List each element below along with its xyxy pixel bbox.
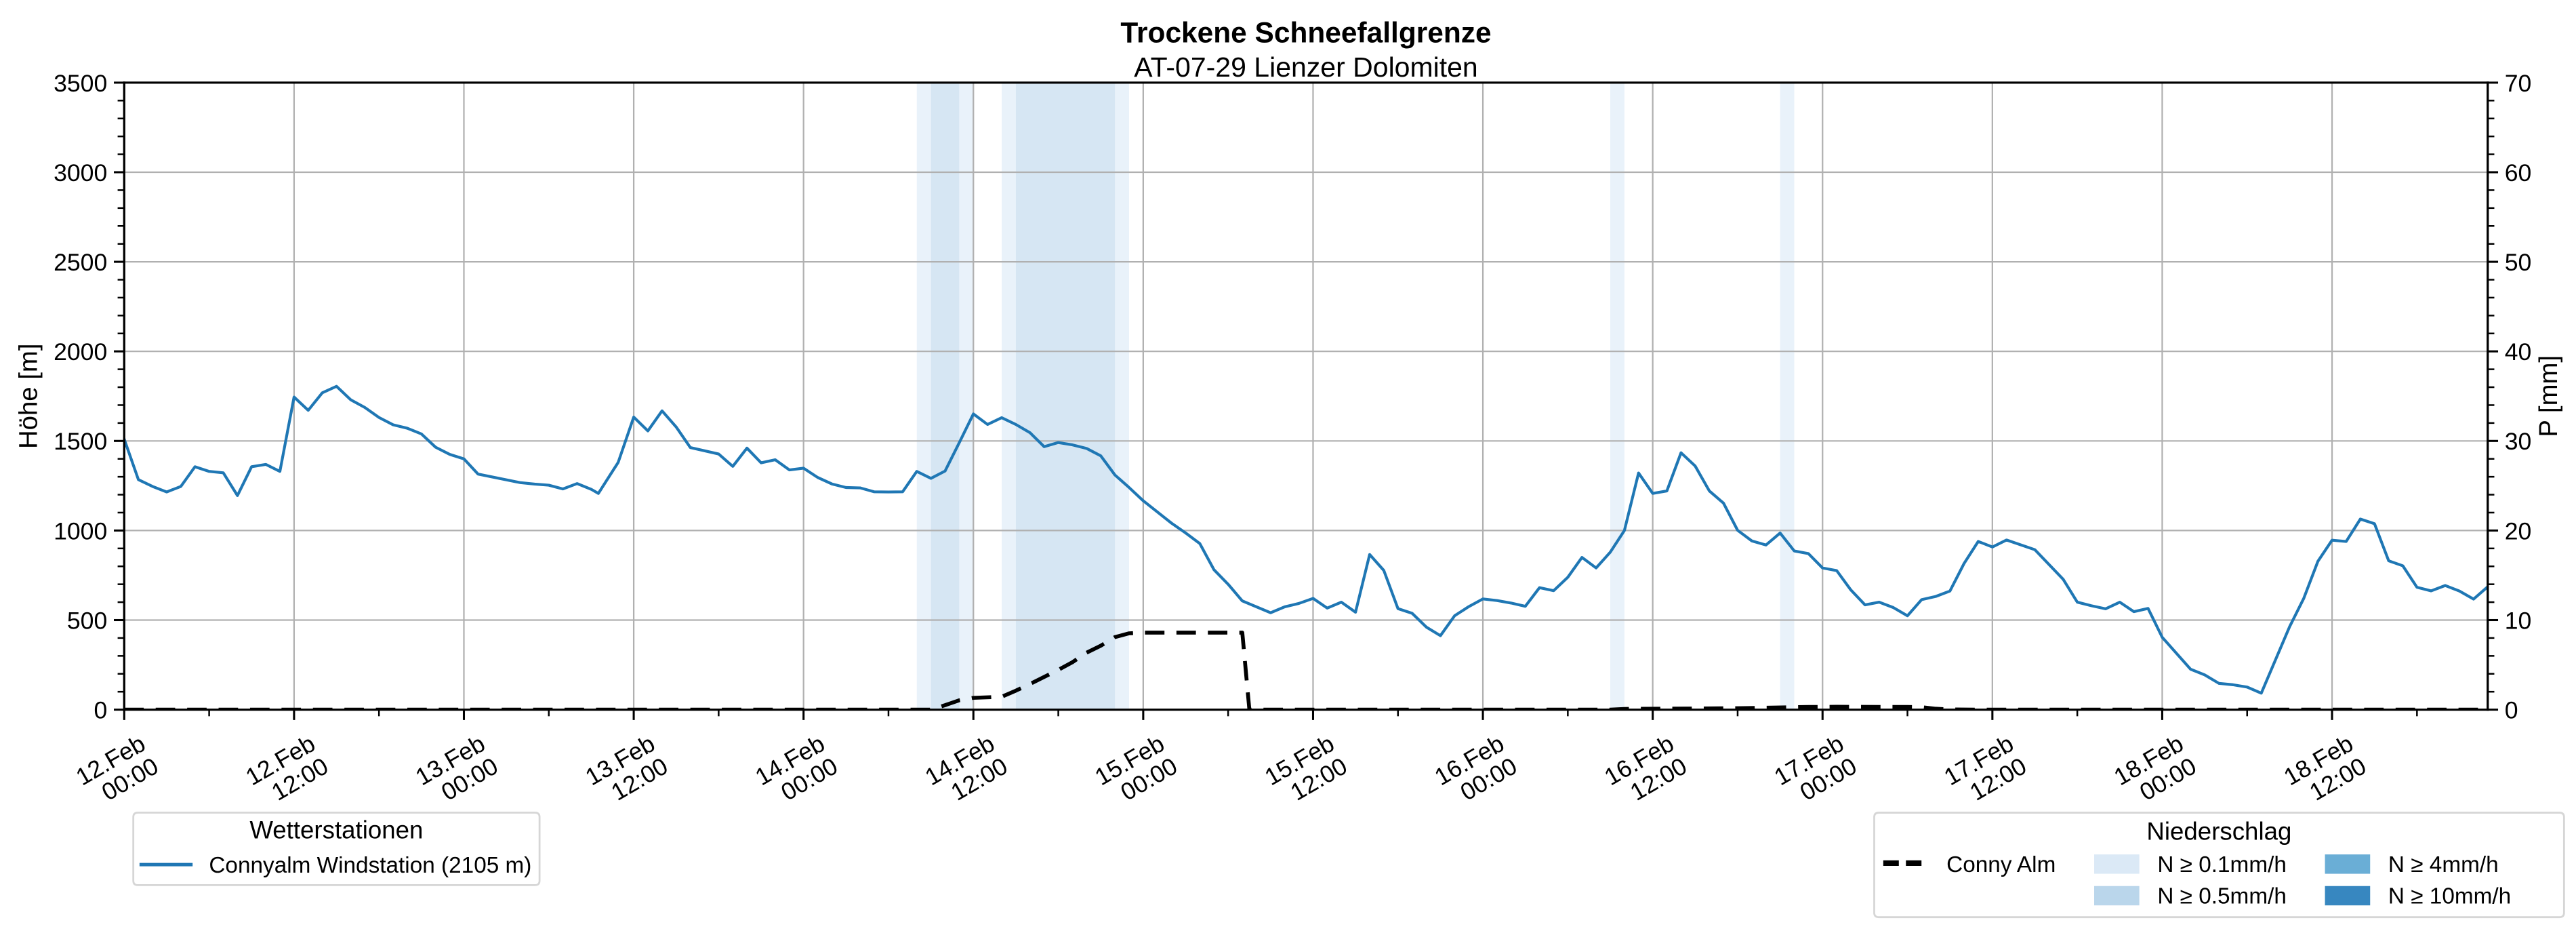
svg-text:40: 40 xyxy=(2505,338,2532,365)
svg-text:N ≥ 0.1mm/h: N ≥ 0.1mm/h xyxy=(2157,852,2287,877)
svg-text:0: 0 xyxy=(2505,697,2518,724)
svg-text:Niederschlag: Niederschlag xyxy=(2146,817,2291,845)
svg-text:70: 70 xyxy=(2505,70,2532,97)
svg-text:Wetterstationen: Wetterstationen xyxy=(249,816,423,844)
svg-text:2500: 2500 xyxy=(54,249,107,276)
svg-text:Höhe [m]: Höhe [m] xyxy=(14,343,43,449)
svg-text:P [mm]: P [mm] xyxy=(2534,355,2563,437)
svg-text:60: 60 xyxy=(2505,159,2532,186)
svg-text:Conny Alm: Conny Alm xyxy=(1946,852,2056,877)
svg-text:3000: 3000 xyxy=(54,159,107,186)
svg-text:N ≥ 4mm/h: N ≥ 4mm/h xyxy=(2388,852,2499,877)
svg-text:Trockene Schneefallgrenze: Trockene Schneefallgrenze xyxy=(1120,16,1491,48)
svg-text:10: 10 xyxy=(2505,607,2532,634)
svg-text:3500: 3500 xyxy=(54,70,107,97)
svg-text:50: 50 xyxy=(2505,249,2532,276)
svg-text:0: 0 xyxy=(94,697,107,724)
svg-text:500: 500 xyxy=(67,607,107,634)
svg-text:30: 30 xyxy=(2505,428,2532,455)
svg-text:Connyalm Windstation (2105 m): Connyalm Windstation (2105 m) xyxy=(209,853,531,878)
svg-text:N ≥ 0.5mm/h: N ≥ 0.5mm/h xyxy=(2157,884,2287,909)
svg-text:1500: 1500 xyxy=(54,428,107,455)
svg-text:2000: 2000 xyxy=(54,338,107,365)
svg-text:1000: 1000 xyxy=(54,517,107,544)
svg-text:N ≥ 10mm/h: N ≥ 10mm/h xyxy=(2388,884,2511,909)
svg-text:AT-07-29 Lienzer Dolomiten: AT-07-29 Lienzer Dolomiten xyxy=(1134,52,1477,83)
svg-text:20: 20 xyxy=(2505,517,2532,544)
